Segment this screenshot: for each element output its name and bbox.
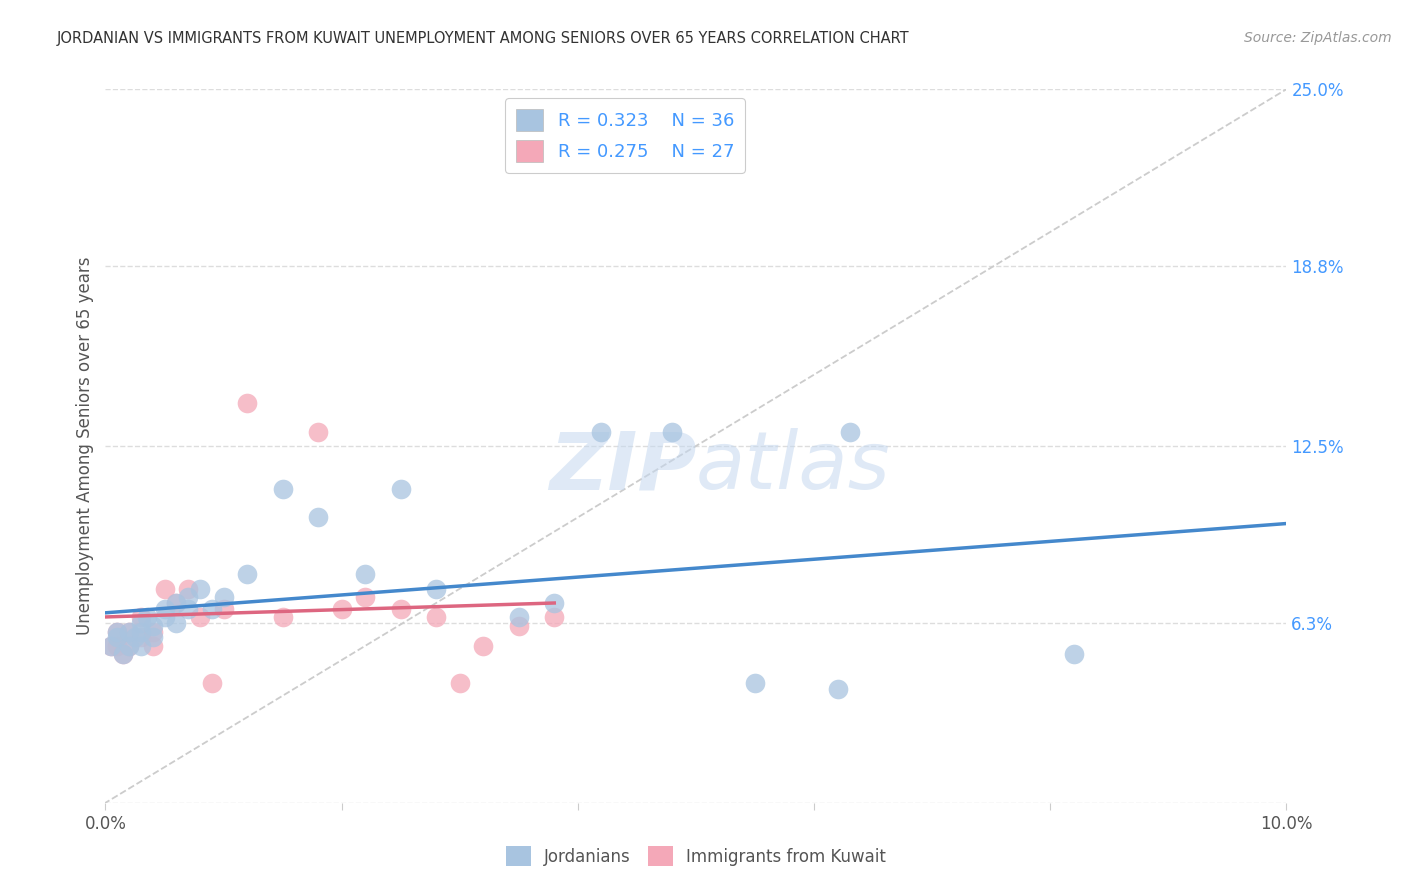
Point	[201, 601, 224, 615]
Point	[142, 624, 165, 639]
Point	[118, 624, 141, 639]
Point	[105, 630, 128, 644]
Point	[307, 510, 329, 524]
Point	[236, 396, 259, 410]
Point	[212, 591, 235, 605]
Point	[129, 610, 152, 624]
Point	[661, 425, 683, 439]
Legend: Jordanians, Immigrants from Kuwait: Jordanians, Immigrants from Kuwait	[499, 839, 893, 873]
Point	[188, 582, 211, 596]
Point	[135, 610, 157, 624]
Point	[543, 596, 565, 610]
Point	[271, 610, 294, 624]
Point	[591, 425, 613, 439]
Point	[165, 596, 187, 610]
Text: JORDANIAN VS IMMIGRANTS FROM KUWAIT UNEMPLOYMENT AMONG SENIORS OVER 65 YEARS COR: JORDANIAN VS IMMIGRANTS FROM KUWAIT UNEM…	[56, 31, 908, 46]
Point	[508, 610, 530, 624]
Y-axis label: Unemployment Among Seniors over 65 years: Unemployment Among Seniors over 65 years	[76, 257, 94, 635]
Point	[543, 610, 565, 624]
Point	[389, 482, 412, 496]
Point	[105, 624, 128, 639]
Point	[112, 648, 135, 662]
Point	[838, 425, 860, 439]
Point	[236, 567, 259, 582]
Point	[118, 639, 141, 653]
Point	[354, 567, 377, 582]
Point	[425, 582, 447, 596]
Point	[142, 630, 165, 644]
Point	[330, 601, 353, 615]
Point	[201, 676, 224, 690]
Point	[177, 591, 200, 605]
Point	[307, 425, 329, 439]
Point	[354, 591, 377, 605]
Point	[100, 639, 122, 653]
Point	[188, 610, 211, 624]
Point	[177, 601, 200, 615]
Point	[129, 615, 152, 630]
Point	[105, 624, 128, 639]
Point	[118, 624, 141, 639]
Point	[212, 601, 235, 615]
Point	[827, 681, 849, 696]
Point	[472, 639, 495, 653]
Point	[177, 582, 200, 596]
Point	[165, 615, 187, 630]
Point	[105, 639, 128, 653]
Point	[142, 639, 165, 653]
Text: Source: ZipAtlas.com: Source: ZipAtlas.com	[1244, 31, 1392, 45]
Point	[449, 676, 471, 690]
Point	[118, 639, 141, 653]
Point	[153, 610, 176, 624]
Point	[508, 619, 530, 633]
Text: atlas: atlas	[696, 428, 891, 507]
Text: ZIP: ZIP	[548, 428, 696, 507]
Point	[124, 630, 146, 644]
Point	[129, 624, 152, 639]
Point	[425, 610, 447, 624]
Point	[389, 601, 412, 615]
Point	[165, 596, 187, 610]
Point	[744, 676, 766, 690]
Point	[153, 582, 176, 596]
Point	[129, 639, 152, 653]
Point	[153, 601, 176, 615]
Point	[1063, 648, 1085, 662]
Point	[271, 482, 294, 496]
Point	[129, 630, 152, 644]
Point	[142, 619, 165, 633]
Point	[112, 648, 135, 662]
Point	[100, 639, 122, 653]
